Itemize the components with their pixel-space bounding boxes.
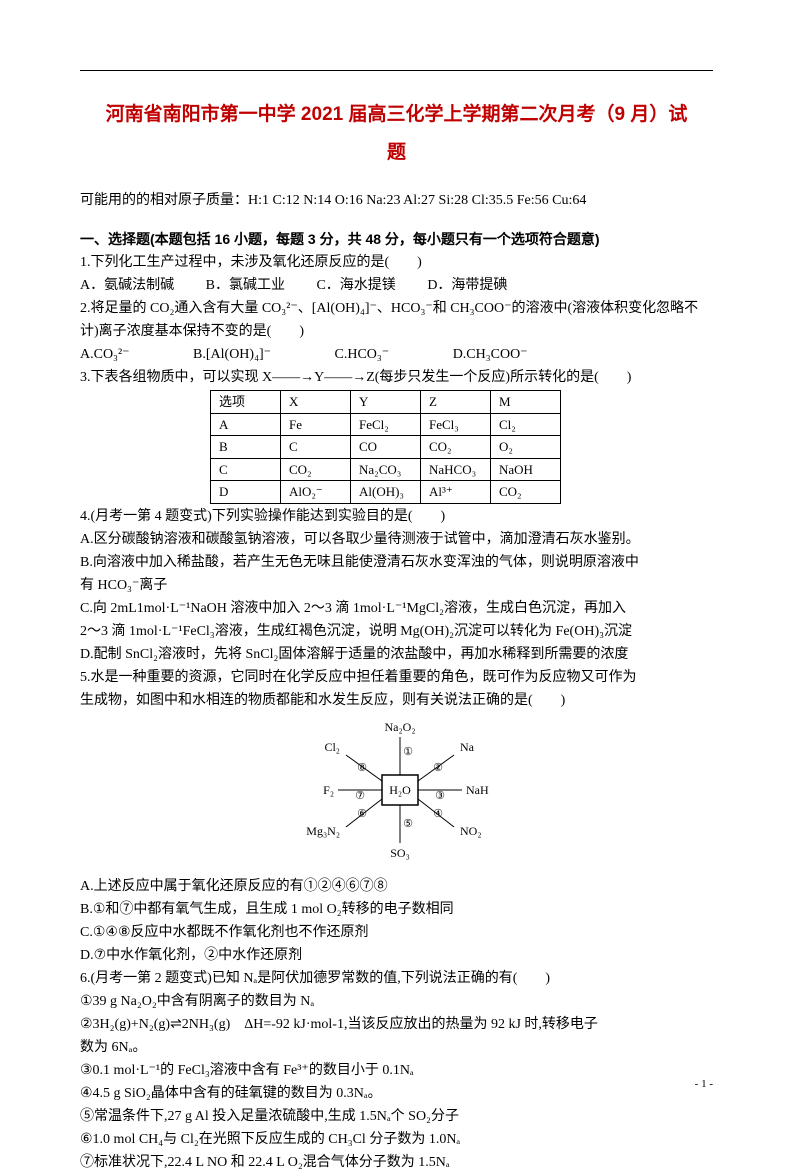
cell: Al(OH)₃ [351, 481, 421, 504]
atomic-masses: 可能用的的相对原子质量：H:1 C:12 N:14 O:16 Na:23 Al:… [80, 190, 713, 211]
q6-l2b: 数为 6Nₐ。 [80, 1037, 713, 1058]
th-opt: 选项 [211, 391, 281, 414]
th-z: Z [421, 391, 491, 414]
q1-opt-d: D．海带提碘 [427, 275, 507, 296]
q2-stem-a: 2.将足量的 CO₂通入含有大量 CO₃²⁻、[Al(OH)₄]⁻、HCO₃⁻和… [80, 298, 713, 319]
q3-table: 选项 X Y Z M A Fe FeCl₂ FeCl₃ Cl₂ B C CO C… [210, 390, 561, 504]
q5-opt-d: D.⑦中水作氧化剂，②中水作还原剂 [80, 945, 713, 966]
cell: AlO₂⁻ [281, 481, 351, 504]
cell: NaOH [491, 458, 561, 481]
svg-text:F₂: F₂ [323, 783, 334, 797]
q4-opt-a: A.区分碳酸钠溶液和碳酸氢钠溶液，可以各取少量待测液于试管中，滴加澄清石灰水鉴别… [80, 529, 713, 550]
q5-opt-b: B.①和⑦中都有氧气生成，且生成 1 mol O₂转移的电子数相同 [80, 899, 713, 920]
svg-text:⑦: ⑦ [355, 790, 365, 802]
q3-stem-text: 3.下表各组物质中，可以实现 X――→Y――→Z(每步只发生一个反应)所示转化的… [80, 370, 631, 385]
exam-title-line2: 题 [80, 134, 713, 172]
q2-stem-b: 计)离子浓度基本保持不变的是( ) [80, 321, 713, 342]
q6-l6: ⑥1.0 mol CH₄与 Cl₂在光照下反应生成的 CH₃Cl 分子数为 1.… [80, 1129, 713, 1150]
th-y: Y [351, 391, 421, 414]
cell: Al³⁺ [421, 481, 491, 504]
exam-title-line1: 河南省南阳市第一中学 2021 届高三化学上学期第二次月考（9 月）试 [80, 96, 713, 134]
cell: Cl₂ [491, 413, 561, 436]
cell: A [211, 413, 281, 436]
q6-l4: ④4.5 g SiO₂晶体中含有的硅氧键的数目为 0.3Nₐ。 [80, 1083, 713, 1104]
svg-text:NO₂: NO₂ [460, 824, 482, 838]
svg-text:⑥: ⑥ [357, 808, 367, 820]
cell: CO [351, 436, 421, 459]
svg-text:NaH: NaH [466, 783, 489, 797]
page-number: - 1 - [695, 1076, 713, 1093]
q2-opt-b: B.[Al(OH)₄]⁻ [193, 344, 271, 365]
svg-text:Cl₂: Cl₂ [324, 740, 340, 754]
q2-options: A.CO₃²⁻ B.[Al(OH)₄]⁻ C.HCO₃⁻ D.CH₃COO⁻ [80, 344, 713, 365]
svg-text:⑧: ⑧ [357, 762, 367, 774]
q5-opt-a: A.上述反应中属于氧化还原反应的有①②④⑥⑦⑧ [80, 876, 713, 897]
q6-l2a: ②3H₂(g)+N₂(g)⇌2NH₃(g) ΔH=-92 kJ·mol-1,当该… [80, 1014, 713, 1035]
q4-opt-b2: 有 HCO₃⁻离子 [80, 575, 713, 596]
cell: O₂ [491, 436, 561, 459]
svg-text:Mg₃N₂: Mg₃N₂ [306, 824, 340, 838]
cell: CO₂ [281, 458, 351, 481]
table-header-row: 选项 X Y Z M [211, 391, 561, 414]
q1-opt-a: A．氨碱法制碱 [80, 275, 174, 296]
q4-opt-c2: 2～3 滴 1mol·L⁻¹FeCl₃溶液，生成红褐色沉淀，说明 Mg(OH)₂… [80, 621, 713, 642]
svg-text:②: ② [433, 762, 443, 774]
q5-stem1: 5.水是一种重要的资源，它同时在化学反应中担任着重要的角色，既可作为反应物又可作… [80, 667, 713, 688]
table-row: B C CO CO₂ O₂ [211, 436, 561, 459]
cell: NaHCO₃ [421, 458, 491, 481]
cell: Na₂CO₃ [351, 458, 421, 481]
top-rule [80, 70, 713, 71]
cell: C [211, 458, 281, 481]
q6-l5: ⑤常温条件下,27 g Al 投入足量浓硫酸中,生成 1.5Nₐ个 SO₂分子 [80, 1106, 713, 1127]
cell: FeCl₂ [351, 413, 421, 436]
svg-text:H₂O: H₂O [389, 783, 411, 797]
cell: B [211, 436, 281, 459]
q5-stem2: 生成物，如图中和水相连的物质都能和水发生反应，则有关说法正确的是( ) [80, 690, 713, 711]
q6-l7: ⑦标准状况下,22.4 L NO 和 22.4 L O₂混合气体分子数为 1.5… [80, 1152, 713, 1173]
cell: FeCl₃ [421, 413, 491, 436]
cell: CO₂ [421, 436, 491, 459]
q4-opt-d: D.配制 SnCl₂溶液时，先将 SnCl₂固体溶解于适量的浓盐酸中，再加水稀释… [80, 644, 713, 665]
section-1-heading: 一、选择题(本题包括 16 小题，每题 3 分，共 48 分，每小题只有一个选项… [80, 229, 713, 250]
q1-stem: 1.下列化工生产过程中，未涉及氧化还原反应的是( ) [80, 252, 713, 273]
q6-l3: ③0.1 mol·L⁻¹的 FeCl₃溶液中含有 Fe³⁺的数目小于 0.1Nₐ [80, 1060, 713, 1081]
q4-opt-b1: B.向溶液中加入稀盐酸，若产生无色无味且能使澄清石灰水变浑浊的气体，则说明原溶液… [80, 552, 713, 573]
th-m: M [491, 391, 561, 414]
svg-text:Na: Na [460, 740, 475, 754]
cell: CO₂ [491, 481, 561, 504]
q1-opt-b: B．氯碱工业 [206, 275, 285, 296]
svg-text:①: ① [403, 746, 413, 758]
q5-opt-c: C.①④⑧反应中水都既不作氧化剂也不作还原剂 [80, 922, 713, 943]
svg-text:SO₃: SO₃ [390, 846, 410, 860]
q1-options: A．氨碱法制碱 B．氯碱工业 C．海水提镁 D．海带提碘 [80, 275, 713, 296]
q2-opt-d: D.CH₃COO⁻ [453, 344, 528, 365]
table-row: A Fe FeCl₂ FeCl₃ Cl₂ [211, 413, 561, 436]
svg-text:③: ③ [435, 790, 445, 802]
svg-text:Na₂O₂: Na₂O₂ [384, 720, 415, 734]
cell: Fe [281, 413, 351, 436]
q1-opt-c: C．海水提镁 [316, 275, 395, 296]
th-x: X [281, 391, 351, 414]
table-row: D AlO₂⁻ Al(OH)₃ Al³⁺ CO₂ [211, 481, 561, 504]
q3-stem: 3.下表各组物质中，可以实现 X――→Y――→Z(每步只发生一个反应)所示转化的… [80, 367, 713, 388]
q2-opt-c: C.HCO₃⁻ [335, 344, 390, 365]
q6-l1: ①39 g Na₂O₂中含有阴离子的数目为 Nₐ [80, 991, 713, 1012]
table-row: C CO₂ Na₂CO₃ NaHCO₃ NaOH [211, 458, 561, 481]
svg-text:⑤: ⑤ [403, 818, 413, 830]
q4-opt-c1: C.向 2mL1mol·L⁻¹NaOH 溶液中加入 2～3 滴 1mol·L⁻¹… [80, 598, 713, 619]
svg-text:④: ④ [433, 808, 443, 820]
q5-diagram: H₂O ① ② ③ ④ ⑤ ⑥ ⑦ ⑧ Na₂O₂ Na NaH NO₂ SO₃… [80, 715, 713, 872]
cell: C [281, 436, 351, 459]
reaction-diagram-svg: H₂O ① ② ③ ④ ⑤ ⑥ ⑦ ⑧ Na₂O₂ Na NaH NO₂ SO₃… [282, 715, 512, 865]
q6-stem: 6.(月考一第 2 题变式)已知 Nₐ是阿伏加德罗常数的值,下列说法正确的有( … [80, 968, 713, 989]
cell: D [211, 481, 281, 504]
q4-stem: 4.(月考一第 4 题变式)下列实验操作能达到实验目的是( ) [80, 506, 713, 527]
q2-opt-a: A.CO₃²⁻ [80, 344, 130, 365]
